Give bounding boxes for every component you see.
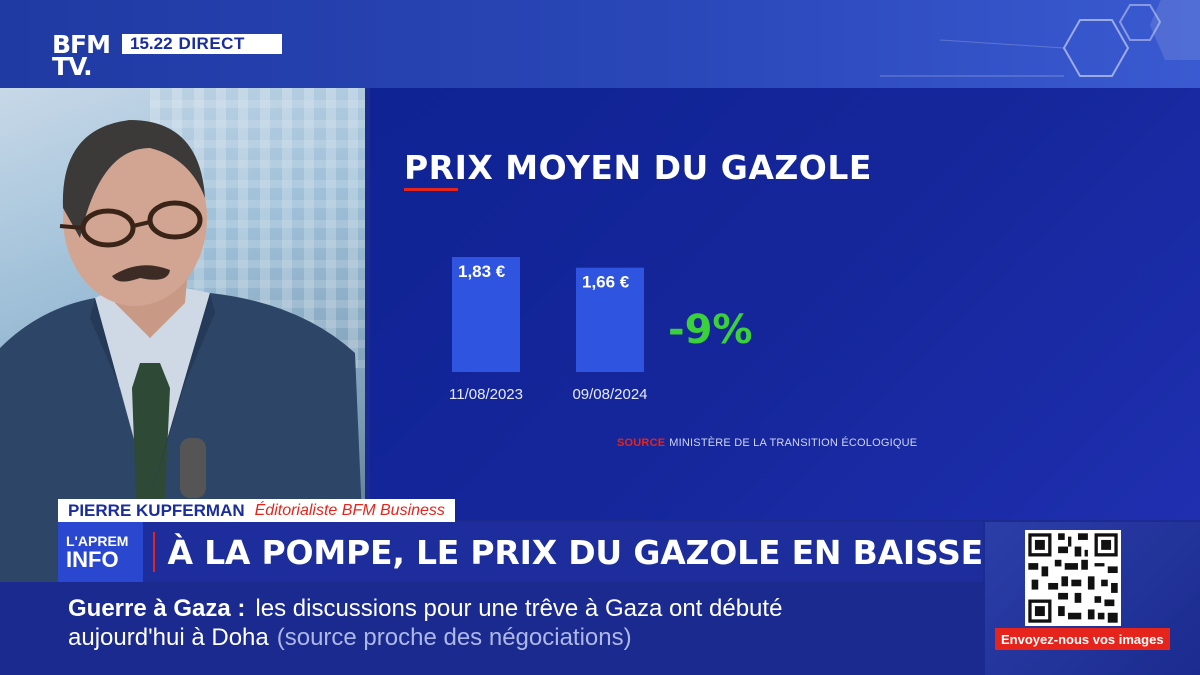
headline-text: À LA POMPE, LE PRIX DU GAZOLE EN BAISSE (167, 532, 983, 572)
source-text: MINISTÈRE DE LA TRANSITION ÉCOLOGIQUE (669, 437, 918, 449)
price-bar-chart: 1,83 € 11/08/2023 1,66 € 09/08/2024 -9% (449, 257, 753, 403)
live-label: DIRECT (178, 34, 245, 53)
title-underline (404, 188, 458, 191)
bar-2 (576, 267, 644, 372)
qr-code-icon[interactable] (1025, 530, 1121, 626)
ticker-text-2: aujourd'hui à Doha (68, 624, 269, 651)
logo-line-2: TV. (52, 52, 93, 81)
guest-name-strap: PIERRE KUPFERMAN Éditorialiste BFM Busin… (58, 499, 455, 522)
qr-caption: Envoyez-nous vos images (995, 628, 1170, 650)
qr-promo: Envoyez-nous vos images (985, 522, 1200, 675)
show-logo: L'APREM INFO (58, 522, 144, 582)
news-ticker: Guerre à Gaza : les discussions pour une … (0, 582, 985, 675)
time-badge: 15.22 DIRECT (122, 34, 282, 54)
change-percentage: -9% (668, 307, 753, 353)
channel-logo: BFM TV. (52, 30, 111, 81)
show-logo-line-1: L'APREM (66, 532, 129, 549)
guest-role: Éditorialiste BFM Business (254, 501, 445, 519)
headline-strap: L'APREM INFO À LA POMPE, LE PRIX DU GAZO… (58, 522, 983, 582)
headline-separator (153, 532, 156, 572)
guest-name: PIERRE KUPFERMAN (68, 500, 245, 520)
bar-1 (452, 257, 520, 372)
ticker-source: (source proche des négociations) (276, 624, 632, 651)
ticker-line-2: aujourd'hui à Doha (source proche des nég… (68, 624, 632, 652)
hexagon-decoration-icon (880, 0, 1200, 77)
bar-value-label-1: 1,83 € (458, 262, 506, 281)
show-logo-line-2: INFO (66, 546, 119, 572)
ticker-topic: Guerre à Gaza : (68, 595, 246, 622)
ticker-text-1: les discussions pour une trêve à Gaza on… (255, 595, 783, 622)
ticker-line-1: Guerre à Gaza : les discussions pour une … (68, 595, 782, 623)
info-graphic-panel: PRIX MOYEN DU GAZOLE 1,83 € 11/08/2023 1,6… (370, 88, 1200, 520)
category-label-1: 11/08/2023 (449, 386, 523, 403)
category-label-2: 09/08/2024 (572, 386, 647, 403)
source-label: SOURCE (617, 437, 666, 449)
logo-line-1: BFM (52, 30, 111, 59)
bar-value-label-2: 1,66 € (582, 273, 630, 292)
graphic-title: PRIX MOYEN DU GAZOLE (404, 148, 872, 187)
source-line: SOURCE MINISTÈRE DE LA TRANSITION ÉCOLOGI… (617, 437, 917, 449)
clock-time: 15.22 (130, 34, 173, 53)
